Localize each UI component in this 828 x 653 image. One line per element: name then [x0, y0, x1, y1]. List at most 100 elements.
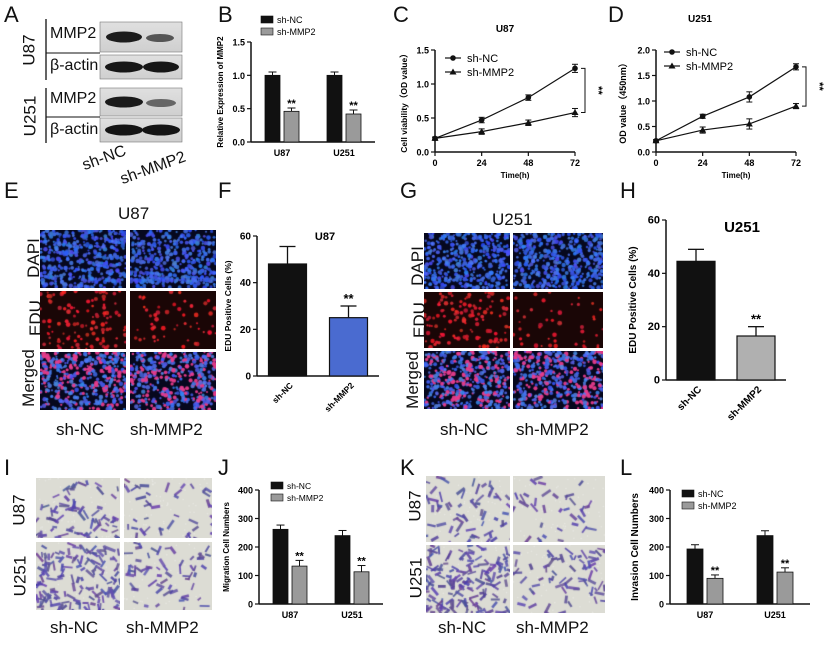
chart-f-u87-edu: 0 20 40 60 EDU Positive Cells (%) U87 sh-NC ** s… [223, 231, 379, 414]
data-point [572, 65, 578, 72]
dapi-image [40, 230, 126, 288]
panel-title: U251 [492, 210, 533, 229]
blot-row-label: β-actin [50, 121, 99, 138]
y-tick-label: 0.0 [416, 148, 429, 158]
blot-row-label: β-actin [50, 57, 99, 74]
y-tick-label: 400 [649, 486, 664, 496]
significance-label: ** [813, 82, 825, 91]
chart-d-u251-viability: 0.0 0.5 1.0 1.5 2.0 OD value（450nm） 0 24 48 72 Tim… [618, 14, 825, 180]
y-tick-label: 0 [248, 600, 253, 610]
y-tick-label: 0.0 [637, 148, 650, 158]
legend-label: sh-MMP2 [698, 501, 737, 511]
transwell-image [36, 542, 120, 610]
bar [283, 110, 300, 143]
micrograph-canvas [40, 230, 126, 288]
y-tick-label: 0.5 [416, 114, 429, 124]
y-tick-label: 40 [648, 268, 660, 280]
dapi-image [130, 230, 216, 288]
row-label-merged: Merged [18, 349, 38, 407]
series-line [655, 105, 797, 142]
legend-swatch [270, 481, 284, 490]
y-tick-label: 1.5 [416, 46, 429, 56]
y-tick-label: 1.0 [416, 80, 429, 90]
micrograph-canvas [426, 476, 510, 542]
micrograph-canvas [130, 230, 216, 288]
series-line [434, 67, 576, 139]
bar [326, 74, 343, 143]
chart-h-u251-edu: 0 20 40 60 EDU Positive Cells (%) U251 sh-NC **… [628, 215, 786, 423]
western-blot-panel: MMP2 β-actin MMP2 β-actin U87 U251 sh-NC… [0, 0, 215, 188]
y-tick-label: 20 [240, 325, 252, 336]
micrograph-canvas [424, 292, 510, 348]
y-axis-label: Invasion Cell Numbers [630, 493, 641, 601]
data-point [793, 64, 799, 70]
western-blot-image [45, 19, 183, 143]
micrograph-canvas [424, 351, 510, 409]
dapi-image [424, 233, 510, 289]
dapi-image [513, 233, 603, 289]
x-tick-label: 24 [698, 158, 708, 168]
edu-staining-panel-u251: U251 DAPI EDU Merged sh-NC sh-MMP2 [400, 180, 615, 455]
y-tick-label: 60 [648, 215, 660, 227]
x-tick-label: sh-NC [676, 384, 705, 413]
panel-label-l: L [620, 455, 633, 480]
legend-label: sh-NC [277, 15, 303, 25]
blot-row-label: MMP2 [50, 90, 97, 107]
y-tick-label: 0 [245, 372, 251, 383]
bar [264, 74, 281, 143]
panel-label-e: E [4, 178, 19, 203]
x-tick-label: 0 [432, 158, 437, 168]
micrograph-canvas [130, 352, 216, 410]
panel-label-d: D [608, 2, 624, 27]
merged-image [513, 351, 603, 409]
data-point [792, 102, 800, 109]
chart-title: U87 [496, 24, 515, 35]
x-tick-label: U251 [333, 148, 355, 158]
y-tick-label: 0 [654, 375, 660, 387]
y-tick-label: 2.0 [637, 46, 650, 56]
edu-image [40, 291, 126, 349]
transwell-image [513, 476, 605, 542]
legend-marker [449, 68, 457, 75]
significance-label: ** [287, 98, 296, 110]
micrograph-canvas [40, 352, 126, 410]
x-tick-label: U87 [274, 148, 291, 158]
bar [686, 548, 704, 605]
series-line [434, 111, 576, 139]
condition-label: sh-MMP2 [130, 420, 203, 439]
bar [334, 535, 351, 605]
bar [736, 335, 776, 381]
legend-swatch [260, 27, 274, 36]
panel-label-h: H [620, 178, 636, 203]
micrograph-canvas [513, 292, 603, 348]
merged-image [130, 352, 216, 410]
chart-title: U251 [724, 219, 760, 236]
blot-cell-line-label: U87 [19, 34, 39, 66]
invasion-images-panel: U87 U251 sh-NC sh-MMP2 [400, 470, 615, 653]
condition-label: sh-NC [50, 618, 99, 637]
y-tick-label: 0 [659, 600, 664, 610]
legend-label: sh-NC [287, 481, 311, 491]
y-tick-label: 100 [238, 571, 253, 581]
legend-marker [669, 49, 675, 55]
significance-label: ** [711, 565, 720, 577]
data-point [745, 120, 753, 127]
y-tick-label: 20 [648, 321, 660, 333]
panel-label-f: F [218, 178, 232, 203]
micrograph-canvas [130, 291, 216, 349]
migration-images-panel: U87 U251 sh-NC sh-MMP2 [0, 470, 215, 653]
bar [345, 113, 362, 143]
y-axis-label: Migration Cell Numbers [222, 502, 231, 592]
data-point [571, 109, 579, 116]
y-tick-label: 200 [238, 543, 253, 553]
merged-image [424, 351, 510, 409]
y-tick-label: 1.0 [637, 97, 650, 107]
edu-staining-panel-u87: U87 DAPI EDU Merged sh-NC sh-MMP2 [0, 180, 216, 455]
panel-label-j: J [218, 455, 229, 480]
merged-image [40, 352, 126, 410]
edu-image [424, 292, 510, 348]
legend-marker [450, 55, 456, 61]
transwell-image [36, 478, 120, 538]
bar [328, 317, 369, 377]
row-label-u251: U251 [10, 555, 30, 597]
